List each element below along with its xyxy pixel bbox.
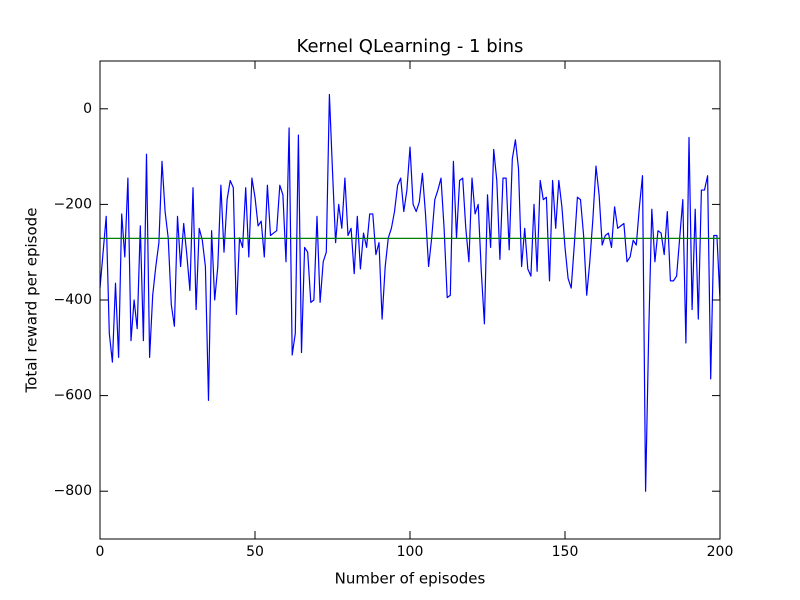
x-axis-label: Number of episodes [335,570,486,588]
data-line [99,93,721,492]
y-axis-label: Total reward per episode [23,208,41,394]
x-tick-label: 100 [397,544,424,560]
y-tick-label: 0 [83,101,92,117]
y-tick-label: −800 [54,483,92,499]
x-tick-label: 150 [552,544,579,560]
plot-frame [99,60,721,540]
y-tick-label: −200 [54,196,92,212]
y-tick-label: −600 [54,388,92,404]
x-tick-label: 200 [707,544,734,560]
x-tick-label: 50 [246,544,264,560]
chart-title: Kernel QLearning - 1 bins [297,36,524,57]
x-tick-label: 0 [96,544,105,560]
y-tick-label: −400 [54,292,92,308]
